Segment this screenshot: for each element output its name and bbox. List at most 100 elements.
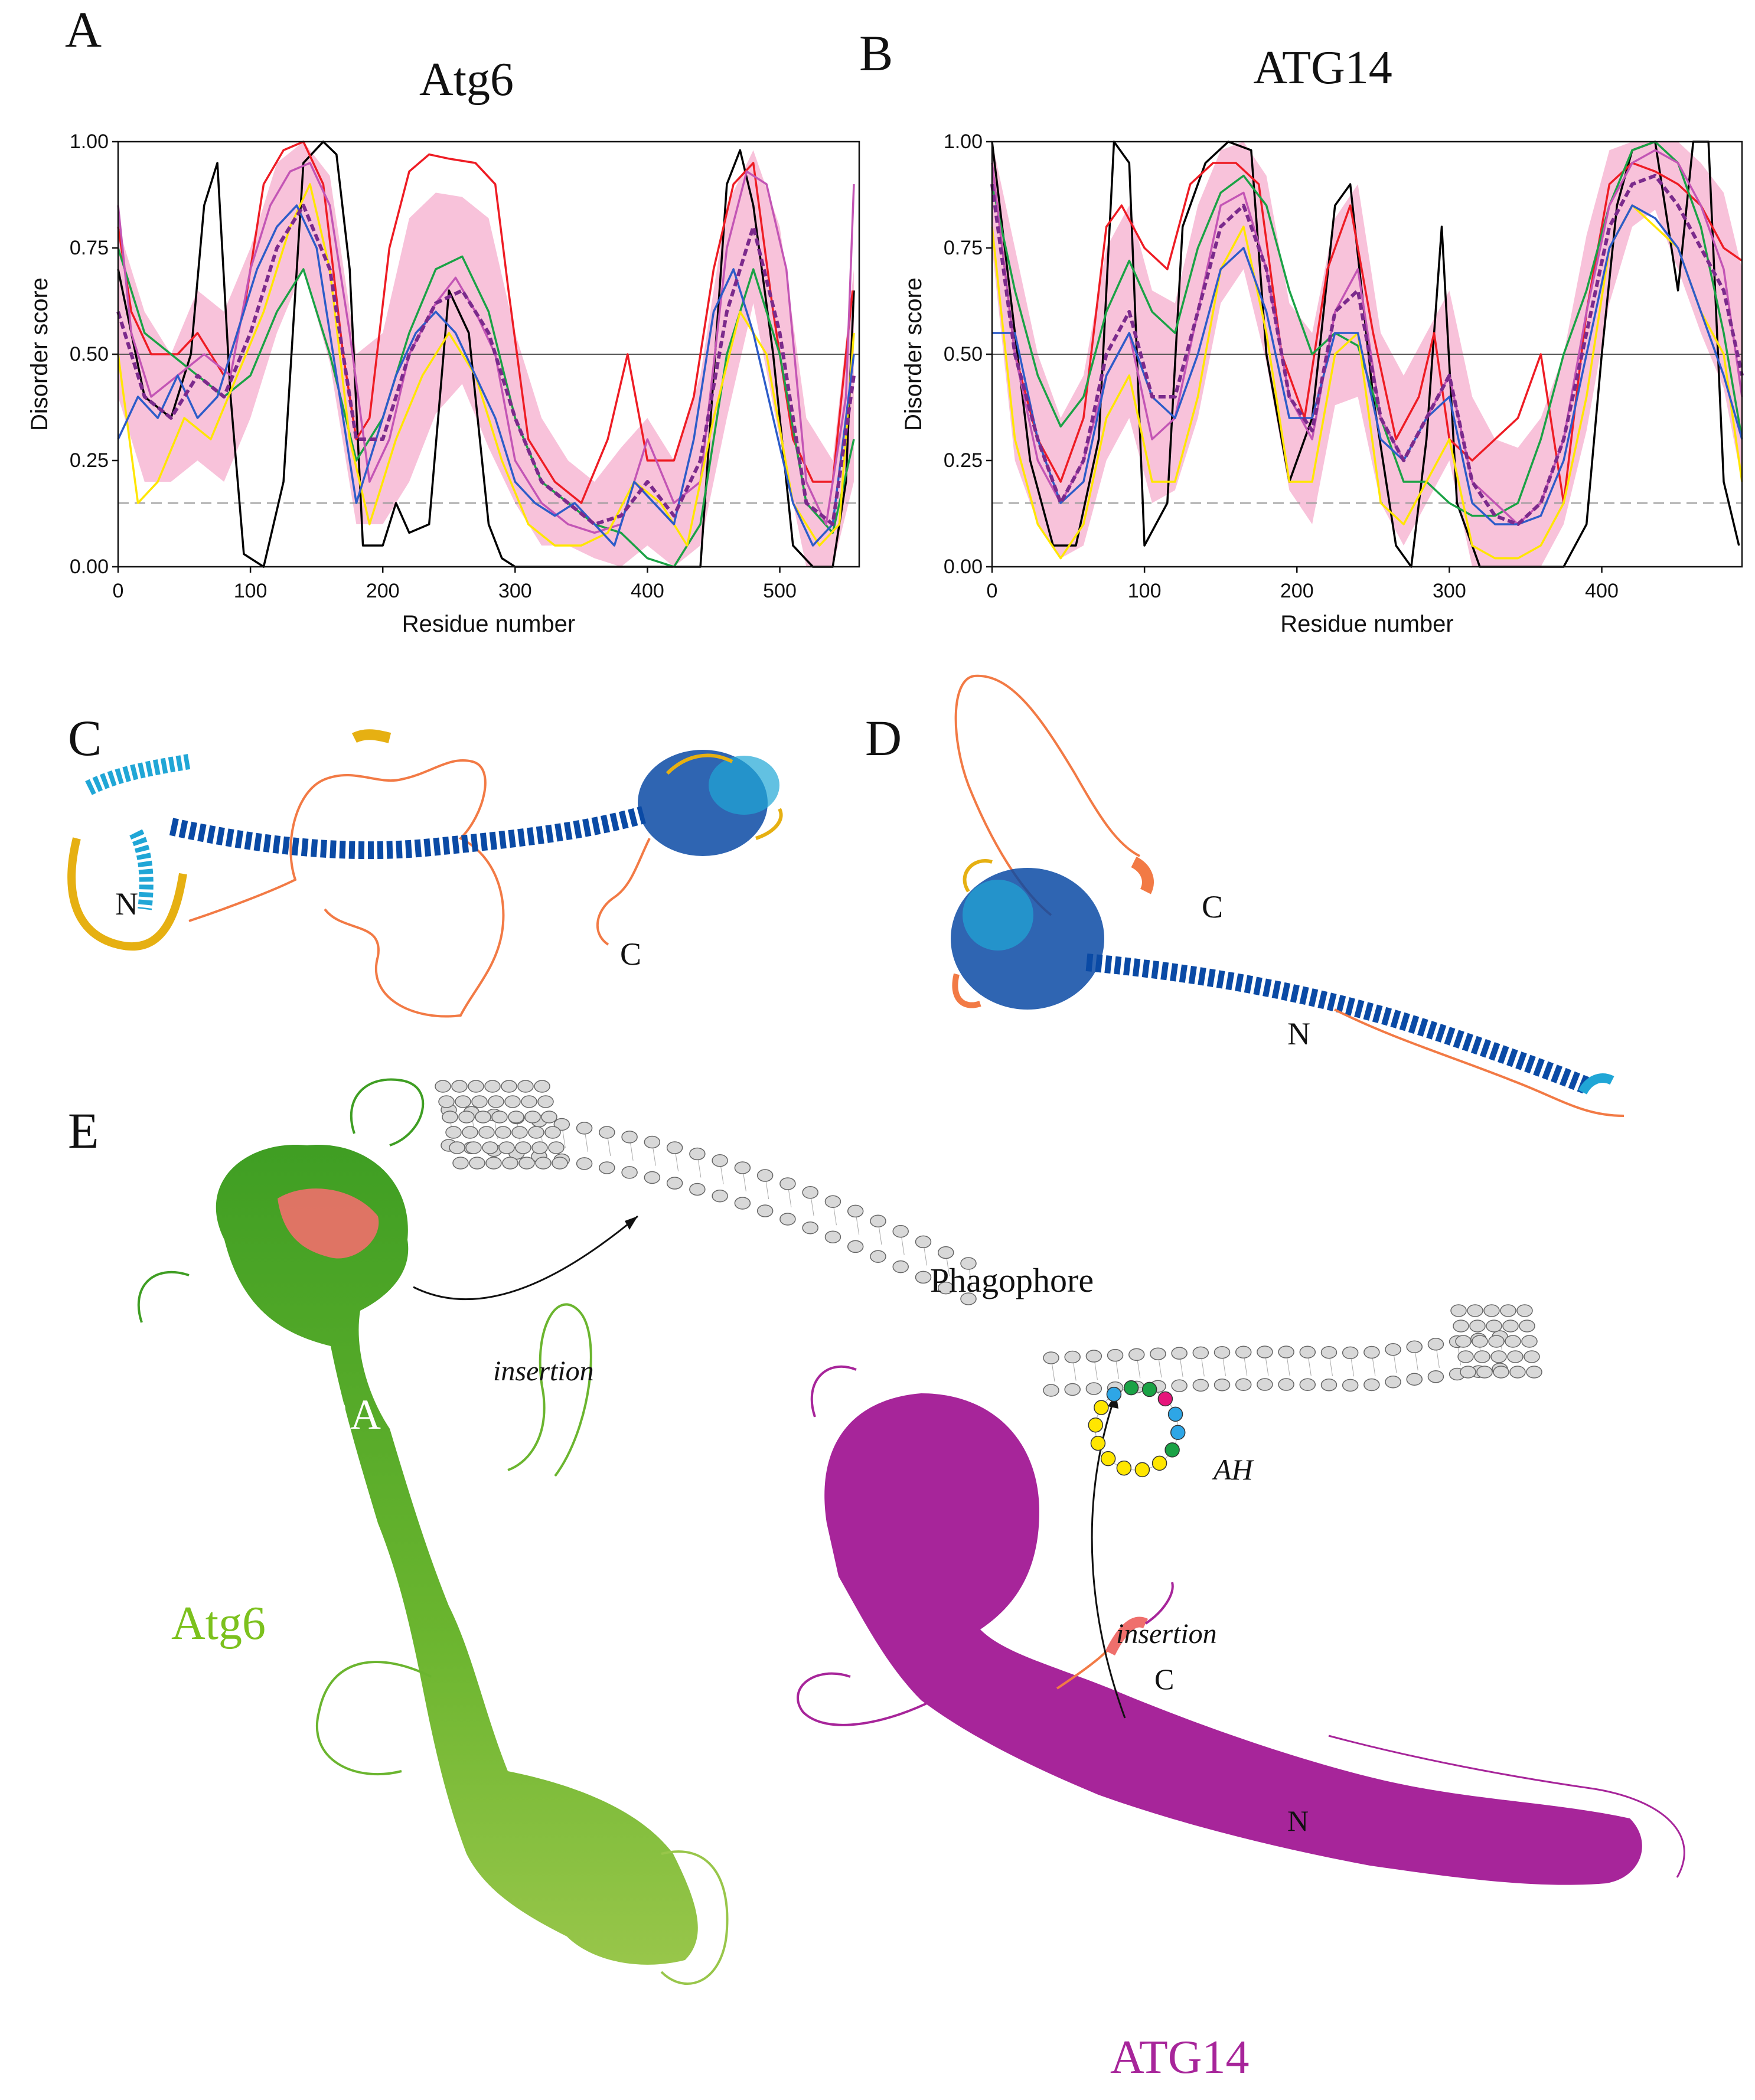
lipid-head [501, 1080, 517, 1093]
lipid-head [644, 1135, 661, 1149]
lipid-head [484, 1080, 501, 1093]
lipid-head [1278, 1345, 1294, 1358]
lipid-head [666, 1177, 683, 1190]
lipid-head [1385, 1376, 1401, 1389]
atg14-long-helix [1085, 953, 1592, 1095]
x-tick-label: 200 [1280, 580, 1314, 602]
helix-residue [1123, 1380, 1139, 1396]
lipid-head [552, 1157, 568, 1170]
lipid-head [462, 1126, 478, 1139]
lipid-head [847, 1240, 864, 1253]
lipid-head [1320, 1345, 1338, 1359]
y-axis-label: Disorder score [27, 277, 53, 431]
lipid-head [1214, 1345, 1231, 1359]
lipid-head [1320, 1378, 1338, 1392]
lipid-head [1509, 1366, 1526, 1379]
lipid-head [435, 1080, 451, 1093]
atg14-end-helix [1578, 1073, 1614, 1095]
lipid-head [689, 1147, 706, 1161]
lipid-head [537, 1095, 554, 1108]
y-tick-label: 1.00 [944, 130, 983, 153]
atg14-n-term-coil [1334, 1008, 1624, 1117]
atg6-n-helix [85, 754, 191, 795]
lipid-head [1043, 1384, 1059, 1397]
x-tick-label: 300 [498, 580, 532, 602]
lipid-head [475, 1111, 491, 1124]
y-tick-label: 0.75 [944, 237, 983, 259]
series-line-5 [117, 204, 855, 547]
lipid-head [511, 1126, 528, 1139]
lipid-head [712, 1190, 728, 1203]
lipid-head [1483, 1304, 1500, 1317]
insertion-arrow-left [413, 1215, 638, 1301]
lipid-head [524, 1111, 541, 1124]
lipid-head [915, 1235, 932, 1249]
lipid-head [1526, 1366, 1542, 1379]
y-axis-label: Disorder score [901, 277, 927, 431]
helix-residue [1141, 1382, 1157, 1397]
lipid-head [455, 1095, 471, 1108]
x-tick-label: 0 [987, 580, 998, 602]
chart-a-title: Atg6 [419, 54, 514, 106]
x-tick-label: 100 [234, 580, 268, 602]
lipid-head [576, 1122, 593, 1135]
lipid-head [1488, 1335, 1505, 1348]
helix-residue [1164, 1442, 1180, 1458]
lipid-head [1490, 1350, 1507, 1363]
lipid-head [495, 1126, 511, 1139]
series-line-6 [990, 174, 1744, 526]
lipid-head [756, 1169, 774, 1182]
atg6-long-helix [169, 806, 646, 860]
atg6-top-helix [351, 729, 392, 743]
lipid-head [1363, 1345, 1380, 1359]
atg14-disordered-loop [954, 674, 1140, 916]
insertion-arrowhead-left [625, 1216, 638, 1230]
lipid-head [779, 1213, 796, 1226]
x-tick-label: 400 [631, 580, 664, 602]
lipid-head [734, 1197, 751, 1210]
lipid-head [515, 1141, 531, 1154]
c-c-terminus-label: C [620, 936, 642, 972]
lipid-head [1257, 1345, 1273, 1358]
lipid-head [1299, 1345, 1316, 1359]
lipid-head [548, 1141, 565, 1154]
lipid-head [1171, 1347, 1188, 1360]
y-tick-label: 1.00 [70, 130, 109, 153]
amphipathic-helix-wheel [1088, 1380, 1186, 1478]
lipid-head [553, 1118, 570, 1131]
lipid-head [1524, 1350, 1540, 1363]
lipid-head [1299, 1378, 1316, 1392]
helix-residue [1106, 1386, 1122, 1402]
lipid-head [442, 1111, 458, 1124]
e-n-terminus-label: N [1287, 1804, 1309, 1837]
lipid-head [1171, 1379, 1188, 1392]
lipid-head [1085, 1350, 1102, 1363]
helix-residue [1167, 1406, 1183, 1422]
x-tick-label: 400 [1585, 580, 1619, 602]
lipid-head [1235, 1378, 1252, 1392]
y-tick-label: 0.00 [944, 556, 983, 578]
ah-label: AH [1214, 1453, 1253, 1486]
lipid-head [482, 1141, 498, 1154]
helix-residue [1151, 1455, 1167, 1471]
lipid-head [449, 1141, 465, 1154]
lipid-head [1467, 1304, 1483, 1317]
lipid-head [1507, 1350, 1524, 1363]
lipid-head [534, 1080, 550, 1093]
helix-residue [1088, 1417, 1104, 1433]
lipid-head [1427, 1370, 1444, 1383]
lipid-head [937, 1281, 954, 1295]
lipid-head [452, 1157, 469, 1170]
lipid-head [468, 1080, 484, 1093]
lipid-head [734, 1161, 751, 1174]
lipid-head [438, 1095, 455, 1108]
lipid-head [1500, 1304, 1516, 1317]
lipid-head [469, 1157, 485, 1170]
lipid-head [1064, 1383, 1081, 1396]
phagophore-membrane-right [1043, 1304, 1542, 1397]
phagophore-membrane-upper [435, 1080, 977, 1305]
y-tick-label: 0.50 [944, 343, 983, 365]
lipid-head [1469, 1320, 1486, 1332]
lipid-head [1474, 1350, 1490, 1363]
